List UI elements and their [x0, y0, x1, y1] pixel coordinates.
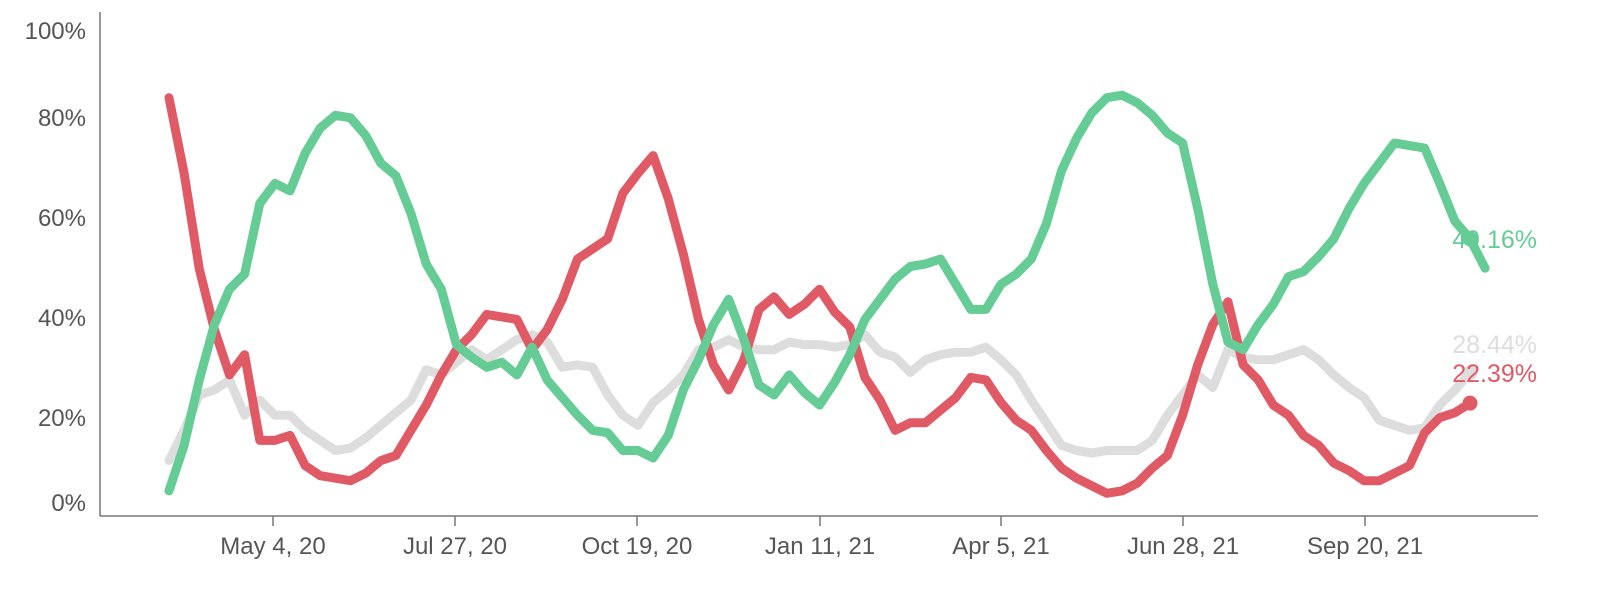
- series-end-label: 28.44%: [1452, 331, 1537, 359]
- series-end-point: [1462, 365, 1478, 381]
- series-end-label: 22.39%: [1452, 360, 1537, 388]
- y-tick-label: 100%: [25, 18, 86, 45]
- y-axis-ticks: 0% 20% 40% 60% 80% 100%: [25, 18, 86, 517]
- series-end-point: [1462, 231, 1478, 247]
- series-end-point: [1462, 395, 1478, 411]
- x-tick-label: Jul 27, 20: [403, 533, 507, 560]
- x-tick-label: Jan 11, 21: [765, 533, 875, 560]
- y-tick-label: 40%: [38, 305, 86, 332]
- end-label-layer: 28.44%22.39% 49.16%: [1452, 226, 1537, 388]
- series-layer: [164, 90, 1490, 498]
- x-tick-label: Sep 20, 21: [1307, 533, 1423, 560]
- x-tick-label: Apr 5, 21: [952, 533, 1049, 560]
- x-tick-label: Jun 28, 21: [1127, 533, 1239, 560]
- x-tick-label: May 4, 20: [220, 533, 325, 560]
- series-line: [164, 330, 1475, 466]
- series-end-label: 49.16%: [1452, 226, 1537, 254]
- y-tick-label: 80%: [38, 105, 86, 132]
- y-tick-label: 0%: [51, 490, 86, 517]
- series-line: [164, 90, 1490, 496]
- series-line: [164, 93, 1475, 498]
- y-tick-label: 60%: [38, 205, 86, 232]
- x-tick-label: Oct 19, 20: [582, 533, 693, 560]
- x-axis-ticks: May 4, 20 Jul 27, 20 Oct 19, 20 Jan 11, 21 A…: [220, 516, 1423, 560]
- y-tick-label: 20%: [38, 405, 86, 432]
